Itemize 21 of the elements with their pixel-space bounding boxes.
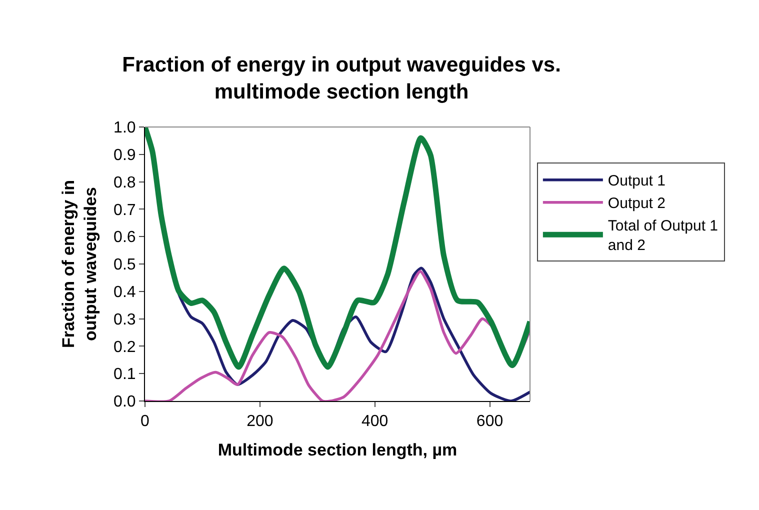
x-tick-label: 400: [362, 413, 388, 430]
legend-label: Output 2: [608, 195, 666, 212]
y-tick-label: 0.6: [114, 229, 136, 246]
x-tick-label: 600: [476, 413, 504, 430]
x-axis-title: Multimode section length, µm: [218, 440, 458, 460]
y-tick-label: 0.4: [114, 284, 136, 301]
y-axis-title: Fraction of energy in output waveguides: [59, 180, 100, 348]
legend-label: Output 1: [608, 172, 666, 190]
x-tick-label: 0: [140, 413, 150, 430]
y-tick-label: 0.7: [114, 202, 136, 219]
y-tick-label: 1.0: [114, 120, 136, 137]
y-tick-label: 0.3: [114, 311, 136, 328]
y-tick-label: 0.2: [114, 338, 136, 356]
y-tick-label: 0.5: [114, 256, 136, 274]
y-tick-label: 0.1: [114, 366, 136, 384]
legend-label: Total of Output 1 and 2: [608, 218, 718, 254]
y-tick-label: 0.9: [114, 147, 136, 164]
y-tick-label: 0.8: [114, 174, 136, 192]
y-tick-label: 0.0: [114, 394, 136, 411]
x-tick-label: 200: [246, 413, 274, 430]
chart-title: Fraction of energy in output waveguides vs. multimode section length: [122, 53, 561, 104]
